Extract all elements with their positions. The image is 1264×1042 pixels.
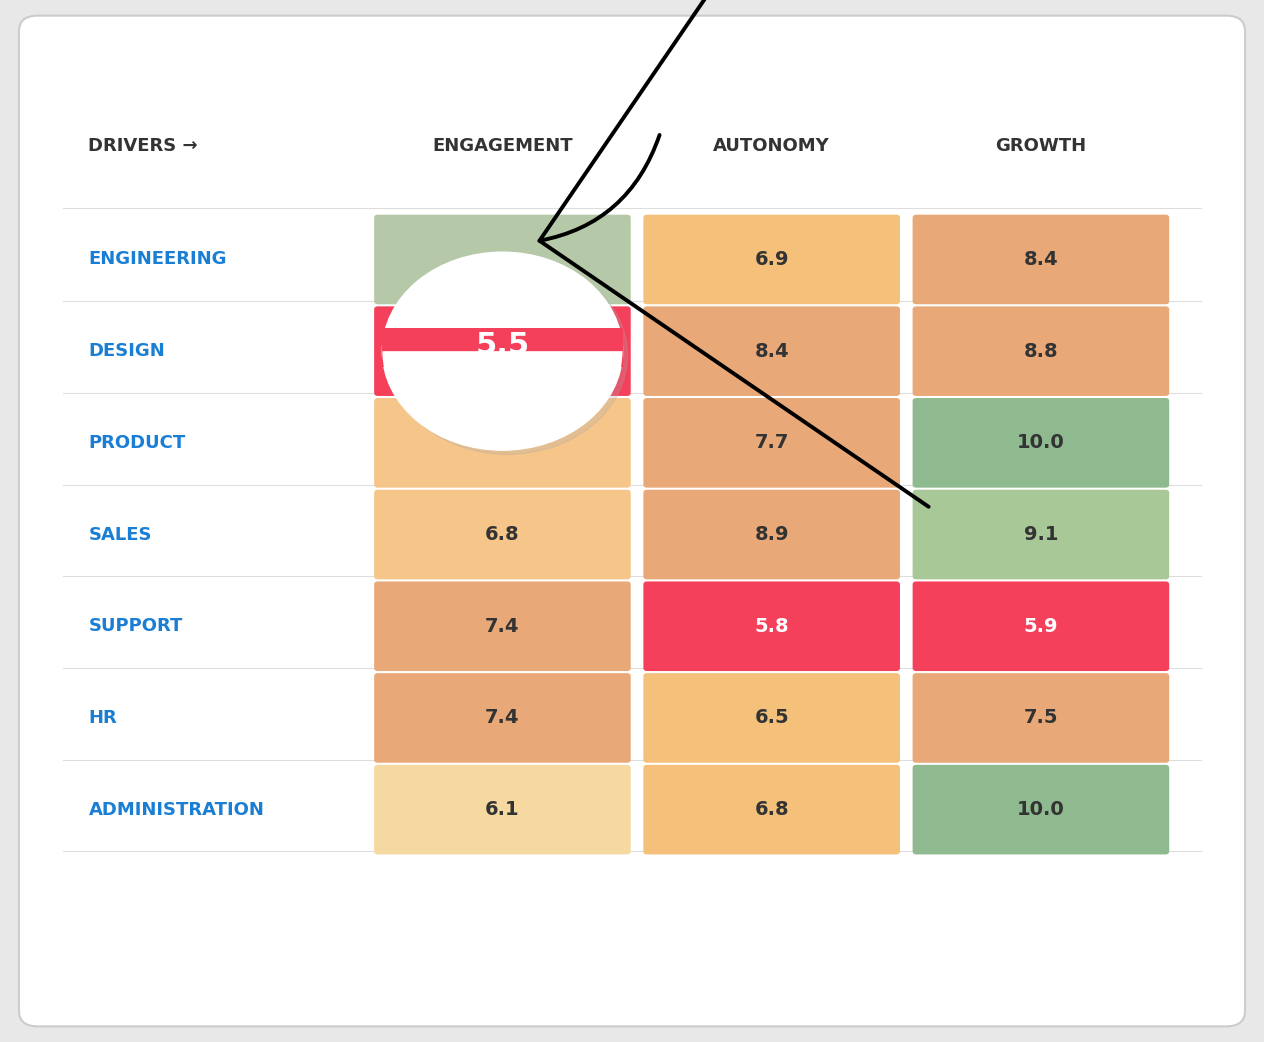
- Text: 8.4: 8.4: [1024, 250, 1058, 269]
- Text: ENGAGEMENT: ENGAGEMENT: [432, 137, 573, 155]
- FancyBboxPatch shape: [374, 398, 631, 488]
- FancyBboxPatch shape: [913, 490, 1169, 579]
- Text: PRODUCT: PRODUCT: [88, 433, 186, 452]
- FancyBboxPatch shape: [374, 306, 631, 396]
- Text: 6.5: 6.5: [755, 709, 789, 727]
- Circle shape: [387, 256, 627, 454]
- FancyBboxPatch shape: [643, 215, 900, 304]
- Text: 7.7: 7.7: [755, 433, 789, 452]
- Text: DRIVERS →: DRIVERS →: [88, 137, 198, 155]
- Text: 8.8: 8.8: [1024, 342, 1058, 361]
- Text: 5.8: 5.8: [755, 617, 789, 636]
- FancyBboxPatch shape: [913, 581, 1169, 671]
- FancyBboxPatch shape: [913, 215, 1169, 304]
- Wedge shape: [382, 351, 622, 450]
- Text: GROWTH: GROWTH: [995, 137, 1087, 155]
- FancyBboxPatch shape: [374, 215, 631, 304]
- Text: 10.0: 10.0: [1018, 433, 1064, 452]
- Text: SUPPORT: SUPPORT: [88, 617, 183, 636]
- FancyBboxPatch shape: [913, 398, 1169, 488]
- Text: 5.5: 5.5: [485, 342, 520, 361]
- FancyBboxPatch shape: [643, 673, 900, 763]
- Text: 7.5: 7.5: [1024, 709, 1058, 727]
- Text: SALES: SALES: [88, 525, 152, 544]
- FancyBboxPatch shape: [913, 765, 1169, 854]
- Text: 10.0: 10.0: [1018, 800, 1064, 819]
- Text: 7.4: 7.4: [485, 617, 520, 636]
- Text: ADMINISTRATION: ADMINISTRATION: [88, 800, 264, 819]
- Text: 8.4: 8.4: [755, 342, 789, 361]
- FancyBboxPatch shape: [643, 765, 900, 854]
- FancyBboxPatch shape: [374, 581, 631, 671]
- Bar: [382, 328, 622, 367]
- FancyBboxPatch shape: [374, 765, 631, 854]
- Text: DESIGN: DESIGN: [88, 342, 166, 361]
- FancyArrowPatch shape: [540, 0, 929, 506]
- Text: AUTONOMY: AUTONOMY: [713, 137, 830, 155]
- Text: 8.9: 8.9: [755, 525, 789, 544]
- FancyBboxPatch shape: [643, 581, 900, 671]
- FancyBboxPatch shape: [913, 306, 1169, 396]
- Text: 7.4: 7.4: [485, 709, 520, 727]
- FancyBboxPatch shape: [643, 306, 900, 396]
- Text: ENGINEERING: ENGINEERING: [88, 250, 228, 269]
- FancyBboxPatch shape: [913, 673, 1169, 763]
- FancyBboxPatch shape: [374, 490, 631, 579]
- FancyBboxPatch shape: [643, 490, 900, 579]
- Circle shape: [382, 252, 622, 450]
- Text: 6.9: 6.9: [755, 250, 789, 269]
- Text: HR: HR: [88, 709, 118, 727]
- FancyBboxPatch shape: [19, 16, 1245, 1026]
- Text: 6.8: 6.8: [485, 525, 520, 544]
- FancyBboxPatch shape: [374, 673, 631, 763]
- Text: 6.8: 6.8: [755, 800, 789, 819]
- FancyBboxPatch shape: [643, 398, 900, 488]
- Text: 9.1: 9.1: [1024, 525, 1058, 544]
- Text: 5.9: 5.9: [1024, 617, 1058, 636]
- Text: 5.5: 5.5: [475, 331, 530, 361]
- Text: 6.1: 6.1: [485, 800, 520, 819]
